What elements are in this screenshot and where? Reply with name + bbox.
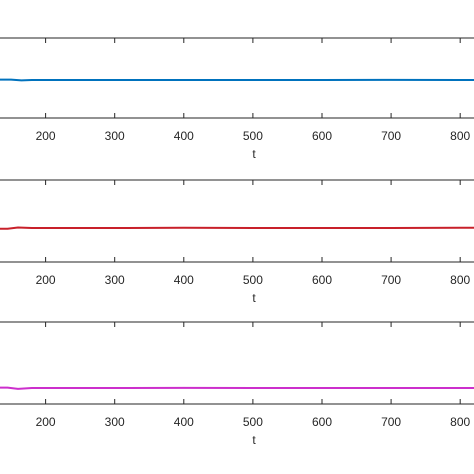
x-tick-label: 200 — [36, 129, 56, 143]
x-tick-label: 400 — [174, 273, 194, 287]
x-tick-label: 600 — [312, 273, 332, 287]
x-tick-label: 800 — [450, 273, 470, 287]
x-tick-label: 400 — [174, 129, 194, 143]
x-tick-label: 200 — [36, 273, 56, 287]
x-tick-label: 700 — [381, 273, 401, 287]
x-tick-label: 800 — [450, 415, 470, 429]
x-axis-label: t — [252, 433, 256, 447]
data-line — [0, 78, 474, 82]
x-tick-label: 500 — [243, 129, 263, 143]
x-tick-label: 300 — [105, 129, 125, 143]
data-line — [0, 386, 474, 390]
data-line — [0, 226, 474, 230]
x-tick-label: 700 — [381, 415, 401, 429]
x-tick-label: 800 — [450, 129, 470, 143]
x-axis-label: t — [252, 291, 256, 305]
x-tick-label: 200 — [36, 415, 56, 429]
x-tick-label: 300 — [105, 273, 125, 287]
x-tick-label: 600 — [312, 129, 332, 143]
x-axis-label: t — [252, 147, 256, 161]
x-tick-label: 300 — [105, 415, 125, 429]
x-tick-label: 700 — [381, 129, 401, 143]
x-tick-label: 500 — [243, 273, 263, 287]
x-tick-label: 600 — [312, 415, 332, 429]
x-tick-label: 400 — [174, 415, 194, 429]
x-tick-label: 500 — [243, 415, 263, 429]
